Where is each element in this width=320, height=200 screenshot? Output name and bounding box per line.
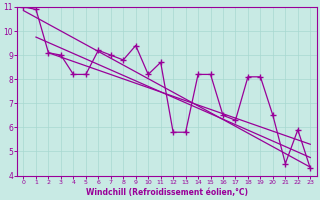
X-axis label: Windchill (Refroidissement éolien,°C): Windchill (Refroidissement éolien,°C)	[86, 188, 248, 197]
